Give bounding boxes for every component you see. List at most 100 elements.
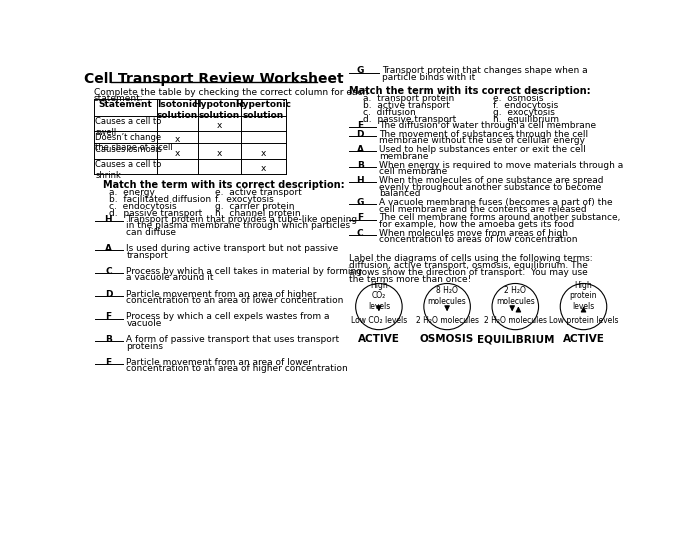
Text: x: x: [260, 164, 266, 173]
Text: Used to help substances enter or exit the cell: Used to help substances enter or exit th…: [379, 145, 586, 154]
Text: arrows show the direction of transport.  You may use: arrows show the direction of transport. …: [349, 268, 588, 277]
Text: d.  passive transport: d. passive transport: [363, 115, 456, 124]
Text: C: C: [105, 267, 112, 276]
Text: Hypertonic
solution: Hypertonic solution: [235, 100, 291, 120]
Text: F: F: [357, 213, 363, 222]
Text: A: A: [105, 244, 112, 253]
Text: Match the term with its correct description:: Match the term with its correct descript…: [103, 180, 344, 190]
Text: x: x: [216, 121, 222, 130]
Text: B: B: [105, 335, 112, 344]
Text: h.  channel protein: h. channel protein: [216, 209, 301, 218]
Text: D: D: [356, 130, 364, 139]
Text: a.  transport protein: a. transport protein: [363, 94, 455, 103]
Text: When energy is required to move materials through a: When energy is required to move material…: [379, 161, 623, 170]
Text: proteins: proteins: [126, 342, 163, 350]
Text: Causes a cell to
shrink: Causes a cell to shrink: [95, 160, 162, 180]
Text: particle binds with it: particle binds with it: [382, 72, 475, 82]
Text: H: H: [104, 215, 112, 224]
Text: C: C: [357, 229, 363, 238]
Text: vacuole: vacuole: [126, 319, 162, 328]
Text: e.  active transport: e. active transport: [216, 188, 302, 197]
Text: Is used during active transport but not passive: Is used during active transport but not …: [126, 244, 339, 253]
Text: Causes a cell to
swell: Causes a cell to swell: [95, 117, 162, 137]
Text: ACTIVE: ACTIVE: [563, 334, 604, 345]
Text: can diffuse: can diffuse: [126, 228, 176, 237]
Text: 8 H₂O
molecules: 8 H₂O molecules: [428, 286, 466, 306]
Text: Causes osmosis: Causes osmosis: [95, 145, 162, 154]
Text: F: F: [106, 312, 111, 321]
Text: Match the term with its correct description:: Match the term with its correct descript…: [349, 86, 591, 96]
Text: transport: transport: [126, 251, 168, 260]
Text: membrane without the use of cellular energy: membrane without the use of cellular ene…: [379, 137, 585, 145]
Text: Label the diagrams of cells using the following terms:: Label the diagrams of cells using the fo…: [349, 254, 593, 263]
Text: x: x: [175, 135, 180, 144]
Text: H: H: [356, 176, 364, 185]
Text: Hypotonic
solution: Hypotonic solution: [193, 100, 245, 120]
Text: x: x: [260, 149, 266, 158]
Text: balanced: balanced: [379, 189, 421, 198]
Text: E: E: [357, 121, 363, 130]
Text: G: G: [356, 66, 364, 76]
Text: Isotonic
solution: Isotonic solution: [157, 100, 198, 120]
Text: cell membrane and the contents are released: cell membrane and the contents are relea…: [379, 205, 587, 213]
Text: The movement of substances through the cell: The movement of substances through the c…: [379, 130, 588, 139]
Text: OSMOSIS: OSMOSIS: [420, 334, 474, 345]
Text: Statement: Statement: [99, 100, 153, 109]
Text: Particle movement from an area of higher: Particle movement from an area of higher: [126, 289, 316, 299]
Text: Low protein levels: Low protein levels: [549, 316, 618, 325]
Text: for example, how the amoeba gets its food: for example, how the amoeba gets its foo…: [379, 220, 574, 229]
Text: g.  carrier protein: g. carrier protein: [216, 202, 295, 211]
Text: f.  endocytosis: f. endocytosis: [493, 101, 558, 110]
Text: 2 H₂O
molecules: 2 H₂O molecules: [496, 286, 535, 306]
Text: a.  energy: a. energy: [109, 188, 155, 197]
Text: in the plasma membrane through which particles: in the plasma membrane through which par…: [126, 221, 351, 231]
Text: b.  facilitated diffusion: b. facilitated diffusion: [109, 195, 211, 204]
Text: The cell membrane forms around another substance,: The cell membrane forms around another s…: [379, 213, 620, 222]
Text: ACTIVE: ACTIVE: [358, 334, 400, 345]
Text: c.  endocytosis: c. endocytosis: [109, 202, 177, 211]
Text: B: B: [357, 161, 364, 170]
Text: When the molecules of one substance are spread: When the molecules of one substance are …: [379, 176, 603, 185]
Text: Particle movement from an area of lower: Particle movement from an area of lower: [126, 358, 312, 367]
Text: diffusion, active transport, osmosis, equilibrium. The: diffusion, active transport, osmosis, eq…: [349, 261, 588, 270]
Text: x: x: [216, 149, 222, 158]
Text: membrane: membrane: [379, 152, 428, 161]
Text: Complete the table by checking the correct column for each: Complete the table by checking the corre…: [94, 88, 368, 97]
Text: Transport protein that provides a tube-like opening: Transport protein that provides a tube-l…: [126, 215, 358, 224]
Text: Process by which a cell expels wastes from a: Process by which a cell expels wastes fr…: [126, 312, 330, 321]
Text: statement:: statement:: [94, 94, 144, 103]
Text: A: A: [357, 145, 364, 154]
Text: concentration to an area of higher concentration: concentration to an area of higher conce…: [126, 364, 348, 373]
Text: G: G: [356, 198, 364, 207]
Text: Doesn’t change
the shape of a cell: Doesn’t change the shape of a cell: [95, 132, 173, 152]
Text: evenly throughout another substance to become: evenly throughout another substance to b…: [379, 183, 601, 192]
Text: a vacuole around it: a vacuole around it: [126, 273, 214, 282]
Text: cell membrane: cell membrane: [379, 167, 447, 176]
Text: High
protein
levels: High protein levels: [570, 281, 597, 310]
Text: g.  exocytosis: g. exocytosis: [493, 108, 554, 117]
Text: x: x: [175, 149, 180, 158]
Text: the terms more than once!: the terms more than once!: [349, 275, 472, 284]
Text: concentration to an area of lower concentration: concentration to an area of lower concen…: [126, 296, 344, 305]
Text: Process by which a cell takes in material by forming: Process by which a cell takes in materia…: [126, 267, 363, 276]
Text: b.  active transport: b. active transport: [363, 101, 450, 110]
Text: c.  diffusion: c. diffusion: [363, 108, 416, 117]
Text: E: E: [106, 358, 111, 367]
Text: When molecules move from areas of high: When molecules move from areas of high: [379, 229, 568, 238]
Text: f.  exocytosis: f. exocytosis: [216, 195, 274, 204]
Text: 2 H₂O molecules: 2 H₂O molecules: [416, 316, 479, 325]
Text: 2 H₂O molecules: 2 H₂O molecules: [484, 316, 547, 325]
Text: Cell Transport Review Worksheet: Cell Transport Review Worksheet: [84, 72, 344, 86]
Text: A form of passive transport that uses transport: A form of passive transport that uses tr…: [126, 335, 340, 344]
Text: High
CO₂
levels: High CO₂ levels: [368, 281, 390, 310]
Text: e.  osmosis: e. osmosis: [493, 94, 543, 103]
Text: Transport protein that changes shape when a: Transport protein that changes shape whe…: [382, 66, 587, 76]
Text: A vacuole membrane fuses (becomes a part of) the: A vacuole membrane fuses (becomes a part…: [379, 198, 612, 207]
Text: Low CO₂ levels: Low CO₂ levels: [351, 316, 407, 325]
Text: The diffusion of water through a cell membrane: The diffusion of water through a cell me…: [379, 121, 596, 130]
Text: concentration to areas of low concentration: concentration to areas of low concentrat…: [379, 235, 578, 245]
Text: h.  equilibrium: h. equilibrium: [493, 115, 559, 124]
Text: d.  passive transport: d. passive transport: [109, 209, 202, 218]
Text: D: D: [105, 289, 112, 299]
Text: EQUILIBRIUM: EQUILIBRIUM: [477, 334, 554, 345]
